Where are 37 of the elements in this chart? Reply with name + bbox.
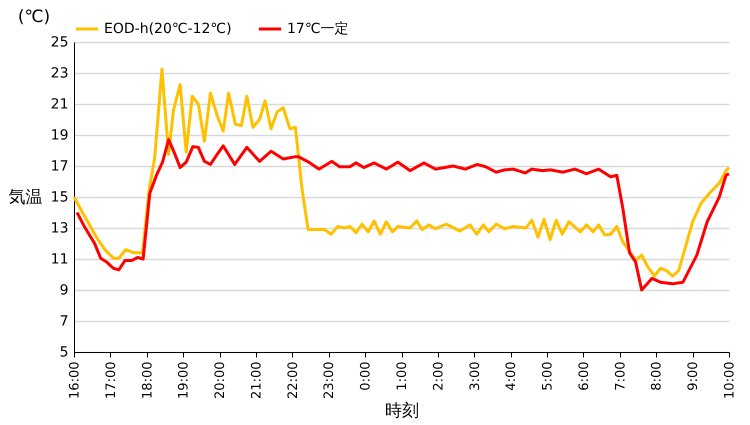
x-tick-label: 20:00 xyxy=(213,362,228,399)
x-tick-label: 2:00 xyxy=(431,362,446,391)
line-series xyxy=(72,68,730,278)
y-tick-label: 15 xyxy=(50,190,68,206)
legend-label: EOD-h(20℃-12℃) xyxy=(104,21,232,37)
y-tick-label: 9 xyxy=(60,282,68,298)
y-tick-label: 13 xyxy=(50,220,68,236)
y-tick-label: 21 xyxy=(50,96,68,112)
x-tick-label: 16:00 xyxy=(68,362,82,399)
x-tick-label: 3:00 xyxy=(468,362,483,391)
x-tick-label: 8:00 xyxy=(650,362,665,391)
y-tick-label: 19 xyxy=(50,128,68,144)
x-tick-label: 5:00 xyxy=(540,362,556,391)
x-tick-label: 6:00 xyxy=(576,362,592,391)
x-tick-label: 23:00 xyxy=(322,362,338,399)
x-tick-label: 10:00 xyxy=(722,362,738,399)
y-tick-label: 23 xyxy=(50,66,68,82)
line-series xyxy=(76,138,730,292)
y-tick-label: 5 xyxy=(60,344,68,360)
y-tick-label: 25 xyxy=(50,34,68,50)
x-tick-label: 0:00 xyxy=(358,362,374,391)
y-axis-title: 気温 xyxy=(8,188,42,208)
legend-label: 17℃一定 xyxy=(287,21,349,37)
x-tick-label: 21:00 xyxy=(249,362,264,399)
x-tick-label: 22:00 xyxy=(286,362,301,399)
x-tick-label: 7:00 xyxy=(613,362,628,391)
x-tick-label: 4:00 xyxy=(504,362,520,391)
y-tick-label: 7 xyxy=(60,314,68,330)
text: (℃) xyxy=(18,7,50,27)
x-tick-label: 1:00 xyxy=(395,362,410,391)
y-tick-label: 17 xyxy=(50,158,68,174)
x-tick-label: 17:00 xyxy=(104,362,119,399)
x-tick-label: 19:00 xyxy=(176,362,192,399)
y-tick-label: 11 xyxy=(50,252,68,268)
x-axis-title: 時刻 xyxy=(385,400,419,421)
x-tick-label: 9:00 xyxy=(686,362,702,391)
x-tick-label: 18:00 xyxy=(140,362,156,399)
